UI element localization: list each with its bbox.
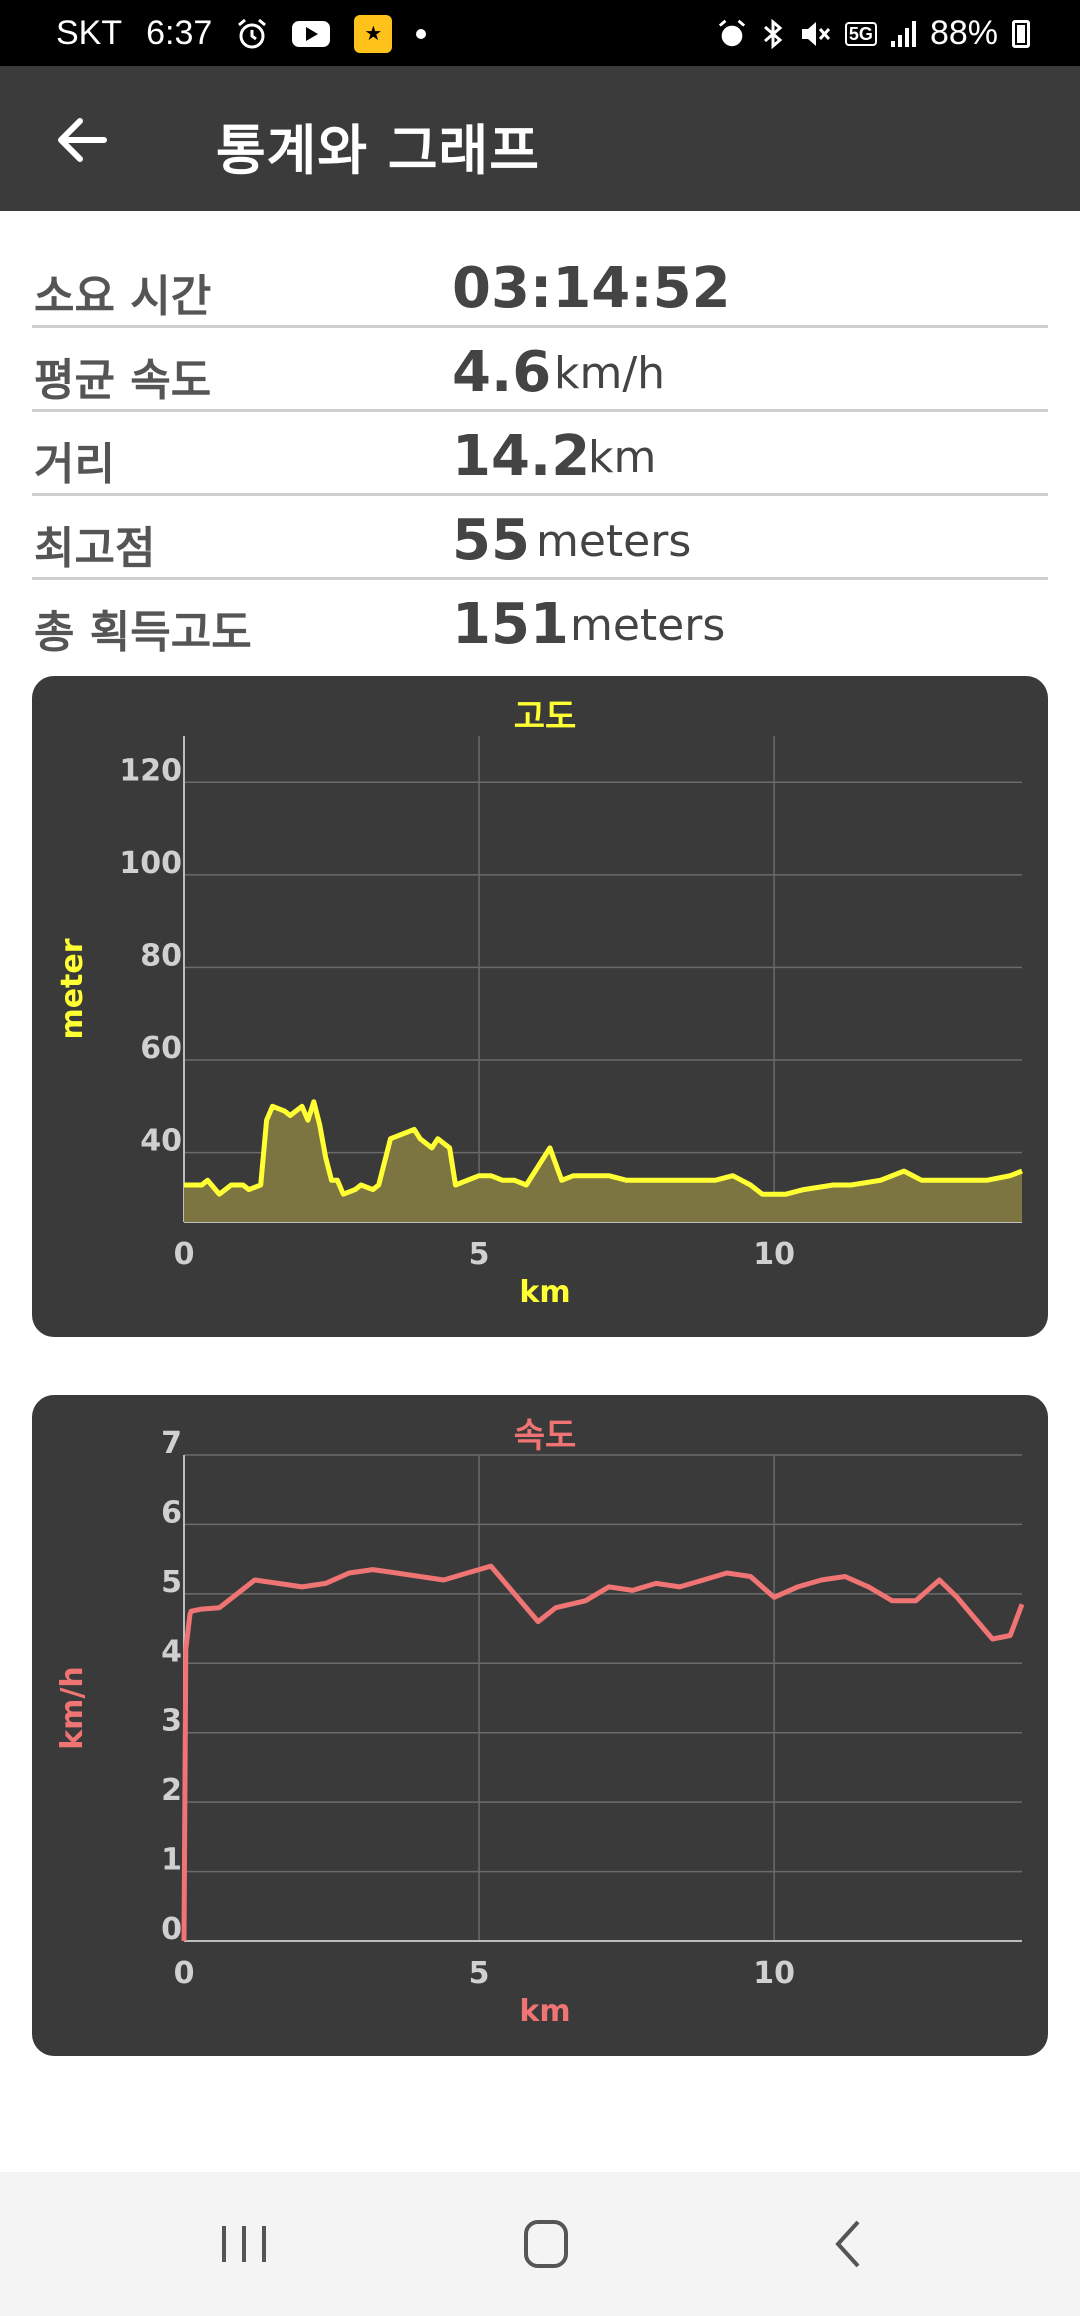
battery-percent: 88% bbox=[929, 14, 998, 52]
x-axis-label: km bbox=[519, 1275, 570, 1310]
y-axis-label: meter bbox=[55, 938, 90, 1039]
stat-value: 4.6 bbox=[452, 340, 552, 405]
stat-value: 55 bbox=[452, 508, 530, 573]
recent-apps-icon[interactable] bbox=[204, 2212, 284, 2276]
x-tick-label: 0 bbox=[174, 1237, 195, 1272]
navigation-bar bbox=[0, 2172, 1080, 2316]
stat-label: 거리 bbox=[34, 439, 115, 490]
y-tick-label: 6 bbox=[161, 1495, 182, 1530]
carrier-label: SKT bbox=[56, 14, 123, 52]
y-tick-label: 7 bbox=[161, 1426, 182, 1461]
alarm-icon bbox=[238, 18, 267, 48]
y-axis-label: km/h bbox=[55, 1666, 90, 1750]
x-tick-label: 10 bbox=[753, 1956, 795, 1991]
status-bar: SKT 6:37 ★ 5G 88% bbox=[0, 0, 1080, 66]
y-tick-label: 40 bbox=[140, 1124, 182, 1159]
signal-icon bbox=[890, 20, 916, 47]
battery-icon bbox=[1012, 19, 1030, 48]
stats-table: 소요 시간 03:14:52 평균 속도 4.6 km/h 거리 14.2 km… bbox=[32, 244, 1048, 661]
y-tick-label: 3 bbox=[161, 1704, 182, 1739]
elevation-chart: 40 60 80 100 120 0 5 10 고도 km meter bbox=[55, 697, 1023, 1310]
y-tick-label: 1 bbox=[161, 1843, 182, 1878]
network-5g-icon: 5G bbox=[844, 21, 877, 46]
speed-chart-card: 0 1 2 3 4 5 6 7 0 5 10 속도 km km/h bbox=[32, 1395, 1048, 2056]
arrow-left-icon[interactable] bbox=[52, 110, 112, 170]
y-tick-label: 80 bbox=[140, 938, 182, 973]
kb-app-icon: ★ bbox=[354, 14, 393, 53]
elevation-chart-card: 40 60 80 100 120 0 5 10 고도 km meter bbox=[32, 676, 1048, 1337]
stat-unit: meters bbox=[570, 600, 726, 651]
stat-label: 최고점 bbox=[34, 523, 156, 574]
chart-title: 속도 bbox=[514, 1416, 577, 1456]
mute-icon bbox=[801, 21, 831, 46]
youtube-icon bbox=[292, 20, 331, 47]
home-icon[interactable] bbox=[506, 2212, 586, 2276]
speed-chart: 0 1 2 3 4 5 6 7 0 5 10 속도 km km/h bbox=[55, 1416, 1025, 2029]
alarm-icon bbox=[718, 19, 746, 46]
y-tick-label: 5 bbox=[161, 1565, 182, 1600]
stat-row-avg-speed: 평균 속도 4.6 km/h bbox=[32, 328, 1048, 412]
stat-value: 14.2 bbox=[452, 424, 591, 489]
stat-value: 151 bbox=[452, 592, 569, 657]
stat-row-total-ascent: 총 획득고도 151 meters bbox=[32, 580, 1048, 661]
series-line bbox=[181, 1563, 1025, 1942]
stat-label: 평균 속도 bbox=[34, 355, 212, 406]
stat-row-distance: 거리 14.2 km bbox=[32, 412, 1048, 496]
x-tick-label: 0 bbox=[174, 1956, 195, 1991]
y-tick-label: 0 bbox=[161, 1912, 182, 1947]
stat-row-duration: 소요 시간 03:14:52 bbox=[32, 244, 1048, 328]
x-axis-label: km bbox=[519, 1994, 570, 2029]
x-tick-label: 10 bbox=[753, 1237, 795, 1272]
y-tick-label: 4 bbox=[161, 1634, 182, 1669]
dot-icon bbox=[416, 28, 427, 39]
x-tick-label: 5 bbox=[469, 1956, 490, 1991]
bluetooth-icon bbox=[763, 18, 783, 49]
y-tick-label: 100 bbox=[119, 846, 182, 881]
stat-unit: km/h bbox=[554, 348, 666, 399]
chart-title: 고도 bbox=[514, 697, 577, 737]
stat-unit: km bbox=[588, 432, 657, 483]
y-tick-label: 120 bbox=[119, 753, 182, 788]
y-tick-label: 60 bbox=[140, 1031, 182, 1066]
stat-label: 총 획득고도 bbox=[34, 607, 252, 658]
area-fill bbox=[184, 1101, 1022, 1222]
back-icon[interactable] bbox=[808, 2212, 888, 2276]
series-line bbox=[184, 1099, 1023, 1197]
app-bar: 통계와 그래프 bbox=[0, 66, 1080, 211]
y-tick-label: 2 bbox=[161, 1773, 182, 1808]
x-tick-label: 5 bbox=[469, 1237, 490, 1272]
page-title: 통계와 그래프 bbox=[216, 119, 540, 182]
stat-unit: meters bbox=[536, 516, 692, 567]
stat-row-max-elevation: 최고점 55 meters bbox=[32, 496, 1048, 580]
stat-label: 소요 시간 bbox=[34, 271, 212, 322]
clock-time: 6:37 bbox=[146, 14, 213, 52]
stat-value: 03:14:52 bbox=[452, 256, 731, 321]
